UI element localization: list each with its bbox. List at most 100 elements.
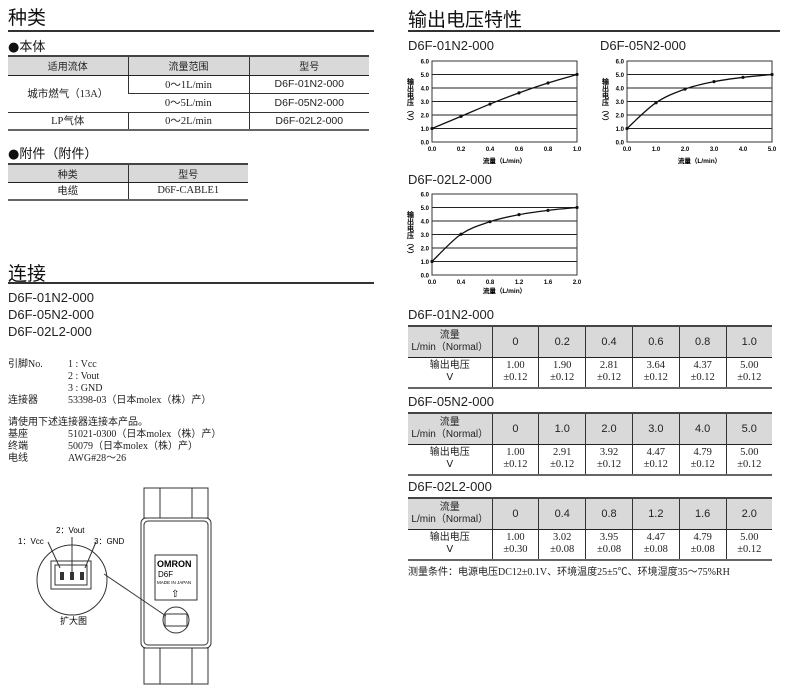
voltage-value: 4.79 ±0.12 xyxy=(678,444,727,476)
voltage-value: 1.00 ±0.12 xyxy=(491,357,539,389)
tolerance: ±0.08 xyxy=(550,544,575,556)
series-line xyxy=(431,73,578,130)
x-tick-label: 0.8 xyxy=(486,280,495,286)
cell: 0～2L/min xyxy=(127,112,249,131)
flow-value: 0 xyxy=(491,412,539,445)
pin: 2 : Vout xyxy=(68,371,100,382)
value: 3.64 xyxy=(646,360,666,372)
y-tick-label: 0.0 xyxy=(616,141,625,147)
value: 1.90 xyxy=(553,360,572,372)
pin3-label: 3：GND xyxy=(94,537,124,546)
y-tick-label: 3.0 xyxy=(421,100,430,106)
data-point xyxy=(654,101,658,105)
divider xyxy=(8,282,374,284)
value: 4.47 xyxy=(646,447,666,459)
y-tick-label: 4.0 xyxy=(421,220,430,226)
x-tick-label: 0.4 xyxy=(457,280,466,286)
x-tick-label: 0.8 xyxy=(544,147,553,153)
x-axis-label: 流量（L/min） xyxy=(678,156,721,165)
data-point xyxy=(488,220,492,224)
chart-d6f-01n2: 0.0 1.0 2.0 3.0 4.0 5.0 6.0 0.0 0.2 0.4 0.6 0.8 1.0 流… xyxy=(406,60,582,166)
tolerance: ±0.12 xyxy=(690,372,715,384)
row-label: 输出电压 V xyxy=(408,529,492,561)
types-heading: 种类 xyxy=(8,7,47,29)
cell: 城市燃气（13A） xyxy=(8,75,128,113)
th: 流量范围 xyxy=(127,55,249,76)
value: 5.00 xyxy=(740,360,759,372)
y-tick-label: 4.0 xyxy=(616,87,625,93)
data-point xyxy=(517,91,521,95)
data-point xyxy=(575,205,579,210)
plot-frame xyxy=(431,60,578,143)
flow-label: 流量 xyxy=(439,501,460,513)
data-point xyxy=(770,72,774,77)
spec-label: 终端 xyxy=(8,441,28,452)
tolerance: ±0.12 xyxy=(550,372,575,384)
voltage-value: 4.47 ±0.08 xyxy=(631,529,680,561)
omron-logo: OMRON xyxy=(157,559,192,569)
pin: 1 : Vcc xyxy=(68,359,97,370)
voltage-table: 流量 L/min（Normal） 0 1.0 2.0 3.0 4.0 5.0 输出电压 V 1.00… xyxy=(408,412,772,476)
y-tick-label: 0.0 xyxy=(421,274,430,280)
spec-value: 50079（日本molex（株）产） xyxy=(68,441,198,452)
unit-label: L/min（Normal） xyxy=(411,513,489,525)
tolerance: ±0.12 xyxy=(737,372,762,384)
cell: 0～5L/min xyxy=(128,93,249,113)
tolerance: ±0.12 xyxy=(596,372,622,384)
x-tick-label: 1.0 xyxy=(652,147,661,153)
flow-value: 0.8 xyxy=(678,325,727,358)
data-point xyxy=(517,213,521,217)
value: 5.00 xyxy=(740,532,759,544)
data-point xyxy=(546,81,550,85)
tolerance: ±0.12 xyxy=(643,459,668,471)
voltage-value: 4.79 ±0.08 xyxy=(678,529,727,561)
divider xyxy=(408,30,780,32)
th: 流量 L/min（Normal） xyxy=(408,412,492,445)
connector-label: 连接器 xyxy=(8,395,38,406)
value: 1.00 xyxy=(506,360,525,372)
row-label: 输出电压 V xyxy=(408,357,492,389)
voltage-table: 流量 L/min（Normal） 0 0.2 0.4 0.6 0.8 1.0 输出电压 V 1.00… xyxy=(408,325,772,389)
tolerance: ±0.12 xyxy=(737,544,762,556)
use-note: 请使用下述连接器连接本产品。 xyxy=(8,417,148,428)
plot-frame xyxy=(626,60,773,143)
x-axis-label: 流量（L/min） xyxy=(483,156,526,165)
chart-d6f-02l2: 0.0 1.0 2.0 3.0 4.0 5.0 6.0 0.0 0.4 0.8 1.2 1.6 2.0 流… xyxy=(406,193,582,296)
value: 4.79 xyxy=(693,532,712,544)
accessory-heading: ●附件（附件） xyxy=(8,147,98,162)
value: 2.91 xyxy=(553,447,572,459)
value: 1.00 xyxy=(506,447,525,459)
spec-value: AWG#28～26 xyxy=(68,453,127,464)
spec-label: 基座 xyxy=(8,429,28,440)
y-tick-label: 1.0 xyxy=(421,127,430,133)
body-heading: ●本体 xyxy=(8,40,46,55)
data-point xyxy=(741,75,745,79)
value: 4.37 xyxy=(693,360,712,372)
y-tick-label: 6.0 xyxy=(421,193,430,199)
series-line xyxy=(431,206,578,262)
y-tick-label: 5.0 xyxy=(421,73,430,79)
data-point xyxy=(546,208,550,212)
tolerance: ±0.12 xyxy=(690,459,715,471)
voltage-value: 3.64 ±0.12 xyxy=(631,357,680,389)
flow-value: 0.6 xyxy=(631,325,680,358)
y-tick-label: 1.0 xyxy=(616,127,625,133)
cell: D6F-02L2-000 xyxy=(248,112,369,131)
flow-value: 5.0 xyxy=(725,412,772,445)
arrow-up-icon: ⇧ xyxy=(171,589,179,600)
x-tick-label: 0.0 xyxy=(623,147,632,153)
voltage-value: 1.00 ±0.12 xyxy=(491,444,539,476)
cell: D6F-05N2-000 xyxy=(248,93,369,113)
x-tick-label: 0.0 xyxy=(428,147,437,153)
value: 2.81 xyxy=(599,360,619,372)
voltage-label: 输出电压 xyxy=(429,532,470,544)
model: D6F-02L2-000 xyxy=(8,324,92,339)
unit-label: V xyxy=(446,372,454,384)
unit-label: L/min（Normal） xyxy=(411,428,489,440)
voltage-table: 流量 L/min（Normal） 0 0.4 0.8 1.2 1.6 2.0 输出电压 V 1.00… xyxy=(408,497,772,561)
value: 5.00 xyxy=(740,447,759,459)
flow-label: 流量 xyxy=(439,416,460,428)
data-point xyxy=(430,126,434,131)
y-tick-label: 0.0 xyxy=(421,141,430,147)
th: 种类 xyxy=(8,163,128,183)
